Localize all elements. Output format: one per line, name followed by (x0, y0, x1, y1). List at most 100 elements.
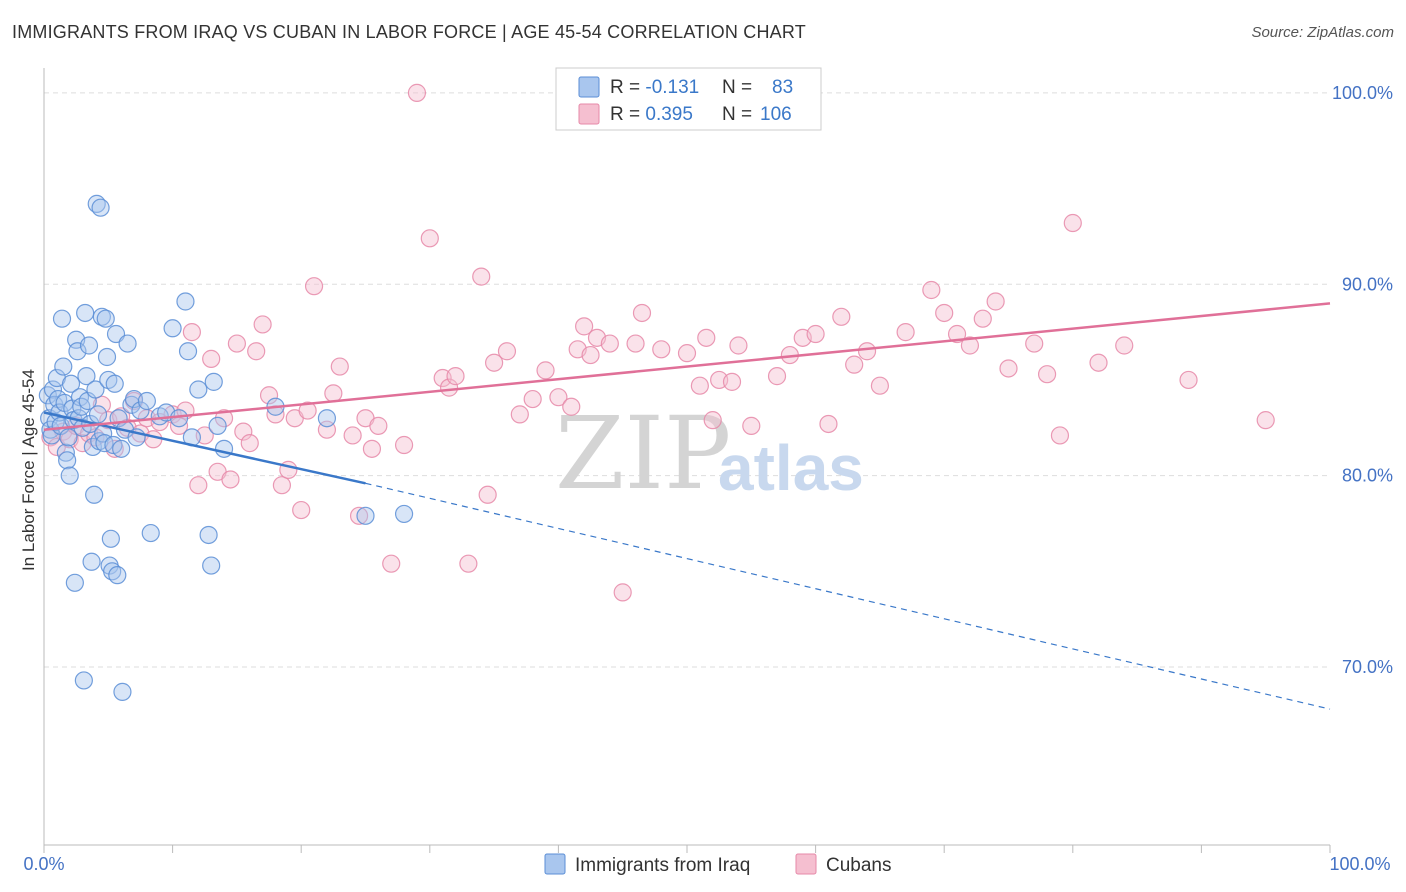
cuban-point-39 (298, 401, 317, 420)
iraq-point-28 (74, 671, 93, 690)
bottom-label-cuban: Cubans (826, 855, 892, 876)
iraq-point-17 (60, 466, 79, 485)
cuban-point-77 (697, 328, 716, 347)
cuban-point-86 (806, 324, 825, 344)
cuban-point-60 (497, 342, 517, 361)
cuban-point-30 (240, 434, 259, 453)
cuban-point-74 (652, 340, 671, 359)
iraq-point-18 (61, 374, 81, 393)
iraq-point-14 (56, 443, 75, 462)
cuban-point-67 (575, 317, 594, 336)
cuban-point-97 (973, 309, 992, 328)
cuban-point-88 (832, 307, 851, 326)
iraq-point-41 (91, 198, 110, 217)
cuban-point-52 (420, 229, 439, 248)
cuban-point-75 (677, 344, 697, 363)
iraq-point-11 (52, 309, 72, 328)
iraq-point-30 (77, 367, 96, 386)
cuban-points (41, 83, 1275, 602)
cuban-point-68 (581, 345, 600, 365)
cuban-point-49 (382, 554, 401, 573)
cuban-point-81 (729, 336, 748, 355)
iraq-point-77 (208, 416, 227, 435)
iraq-point-73 (189, 380, 208, 399)
cuban-point-29 (234, 422, 253, 441)
iraq-point-75 (202, 556, 221, 575)
cuban-point-104 (1089, 353, 1108, 372)
correlation-legend: R = -0.131 N = 83 R = 0.395 N = 106 (555, 67, 822, 131)
cuban-point-70 (600, 334, 619, 353)
cuban-point-103 (1063, 213, 1082, 233)
svg-text:R = -0.131: R = -0.131 (610, 77, 699, 98)
iraq-point-82 (394, 504, 414, 524)
y-tick-label-0: 100.0% (1332, 83, 1393, 103)
legend-n-value-iraq: 83 (772, 77, 793, 98)
iraq-point-44 (95, 434, 114, 453)
x-ticks (43, 845, 1331, 853)
iraq-point-57 (113, 682, 132, 701)
iraq-point-81 (356, 506, 375, 525)
cuban-point-56 (459, 554, 478, 573)
cuban-point-59 (485, 353, 504, 372)
cuban-point-35 (272, 476, 292, 495)
iraq-point-65 (141, 523, 160, 543)
iraq-point-52 (105, 374, 124, 393)
cuban-point-63 (536, 361, 555, 380)
iraq-point-70 (176, 292, 195, 311)
cuban-point-100 (1025, 334, 1044, 353)
cuban-point-48 (369, 416, 388, 435)
iraq-point-21 (65, 573, 84, 592)
iraq-point-15 (58, 451, 77, 470)
cuban-point-42 (324, 384, 343, 403)
cuban-point-32 (253, 315, 272, 334)
iraq-point-23 (68, 342, 87, 361)
cuban-point-38 (292, 500, 311, 520)
x-tick-label-max: 100.0% (1329, 854, 1390, 874)
cuban-point-65 (562, 397, 581, 416)
iraq-point-80 (317, 409, 337, 428)
y-tick-labels: 100.0% 90.0% 80.0% 70.0% (1332, 83, 1393, 677)
svg-text:N =: N = (722, 104, 752, 125)
cuban-point-89 (845, 355, 864, 374)
iraq-point-78 (214, 439, 234, 458)
cuban-point-28 (227, 334, 246, 353)
cuban-point-47 (362, 439, 382, 458)
source-label: Source: ZipAtlas.com (1251, 24, 1394, 41)
legend-n-value-cuban: 106 (760, 104, 792, 125)
iraq-point-68 (163, 319, 182, 338)
iraq-point-64 (137, 391, 156, 411)
cuban-point-92 (896, 323, 915, 342)
cuban-point-24 (202, 349, 221, 368)
cuban-point-43 (330, 357, 349, 376)
chart-title: IMMIGRANTS FROM IRAQ VS CUBAN IN LABOR F… (12, 22, 806, 42)
cuban-point-94 (935, 303, 954, 323)
legend-r-label-iraq: R = (610, 77, 645, 98)
cuban-point-16 (144, 430, 163, 449)
cuban-point-80 (722, 372, 742, 391)
iraq-point-56 (112, 439, 131, 458)
legend-n-label-cuban: N = (722, 104, 752, 125)
cuban-point-73 (632, 303, 652, 323)
cuban-point-96 (960, 336, 980, 355)
cuban-point-22 (189, 476, 208, 495)
cuban-point-8 (92, 395, 111, 414)
legend-n-label-iraq: N = (722, 77, 752, 98)
iraq-point-12 (54, 357, 73, 376)
iraq-point-59 (118, 334, 137, 353)
cuban-point-64 (549, 388, 568, 407)
svg-text:N =: N = (722, 77, 752, 98)
legend-box (555, 67, 822, 131)
cuban-point-50 (394, 435, 414, 455)
bottom-label-iraq: Immigrants from Iraq (575, 855, 750, 876)
watermark-zip: ZIP (555, 395, 731, 512)
legend-r-value-cuban: 0.395 (645, 104, 693, 125)
cuban-point-62 (523, 389, 542, 409)
x-tick-label-min: 0.0% (23, 854, 64, 874)
cuban-point-101 (1037, 365, 1057, 384)
iraq-point-54 (108, 566, 127, 585)
cuban-point-27 (221, 470, 240, 489)
iraq-point-29 (76, 303, 95, 323)
cuban-point-45 (349, 506, 369, 525)
series-legend: Immigrants from Iraq Cubans (544, 853, 892, 876)
legend-swatch-cuban (578, 103, 600, 125)
